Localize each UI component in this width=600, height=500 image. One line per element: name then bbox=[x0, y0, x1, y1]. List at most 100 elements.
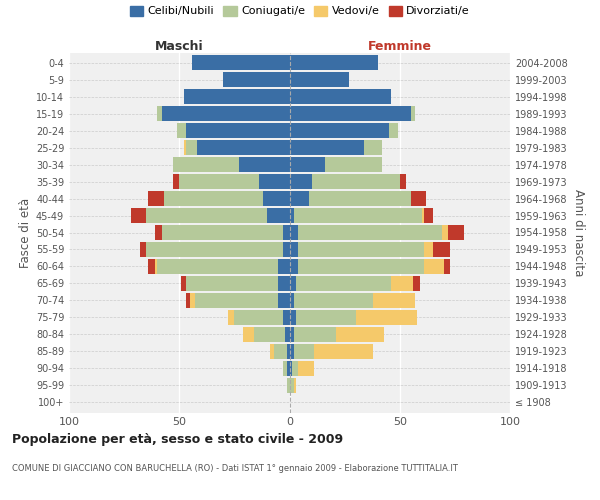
Bar bbox=[283, 310, 290, 324]
Bar bbox=[243, 327, 254, 342]
Bar bbox=[294, 378, 296, 392]
Bar bbox=[290, 293, 294, 308]
Text: Maschi: Maschi bbox=[155, 40, 203, 52]
Bar bbox=[283, 226, 290, 239]
Bar bbox=[193, 56, 290, 70]
Bar bbox=[146, 208, 268, 222]
Bar bbox=[298, 361, 314, 376]
Bar bbox=[263, 192, 290, 206]
Bar bbox=[278, 293, 290, 308]
Legend: Celibi/Nubili, Coniugati/e, Vedovi/e, Divorziati/e: Celibi/Nubili, Coniugati/e, Vedovi/e, Di… bbox=[130, 6, 470, 16]
Bar bbox=[239, 158, 290, 172]
Bar bbox=[186, 276, 278, 290]
Bar bbox=[235, 310, 283, 324]
Bar bbox=[140, 242, 146, 256]
Bar bbox=[290, 140, 364, 155]
Bar bbox=[294, 293, 373, 308]
Bar bbox=[283, 242, 290, 256]
Bar bbox=[448, 226, 464, 239]
Bar bbox=[173, 174, 179, 189]
Bar bbox=[364, 140, 382, 155]
Bar bbox=[422, 208, 424, 222]
Bar bbox=[155, 226, 161, 239]
Bar bbox=[290, 106, 411, 121]
Bar bbox=[287, 378, 290, 392]
Bar bbox=[290, 56, 378, 70]
Bar bbox=[411, 192, 426, 206]
Bar bbox=[294, 208, 422, 222]
Bar bbox=[290, 158, 325, 172]
Bar bbox=[186, 140, 197, 155]
Bar bbox=[287, 361, 290, 376]
Bar bbox=[310, 192, 411, 206]
Bar bbox=[290, 208, 294, 222]
Bar bbox=[296, 310, 356, 324]
Bar bbox=[296, 276, 391, 290]
Bar bbox=[164, 192, 263, 206]
Bar bbox=[290, 327, 294, 342]
Bar bbox=[146, 242, 283, 256]
Y-axis label: Anni di nascita: Anni di nascita bbox=[572, 189, 585, 276]
Bar bbox=[290, 259, 298, 274]
Bar bbox=[290, 378, 294, 392]
Bar bbox=[298, 259, 424, 274]
Bar bbox=[287, 344, 290, 358]
Bar bbox=[290, 72, 349, 87]
Bar bbox=[290, 276, 296, 290]
Bar bbox=[223, 72, 290, 87]
Bar bbox=[292, 361, 298, 376]
Bar bbox=[442, 226, 448, 239]
Bar bbox=[356, 310, 418, 324]
Bar bbox=[278, 259, 290, 274]
Bar bbox=[433, 242, 451, 256]
Bar bbox=[131, 208, 146, 222]
Bar bbox=[413, 276, 419, 290]
Bar bbox=[173, 158, 239, 172]
Bar bbox=[181, 276, 186, 290]
Bar bbox=[373, 293, 415, 308]
Bar bbox=[269, 344, 274, 358]
Bar bbox=[197, 140, 290, 155]
Bar bbox=[400, 174, 406, 189]
Bar bbox=[290, 192, 310, 206]
Bar bbox=[184, 90, 290, 104]
Bar bbox=[290, 226, 298, 239]
Bar bbox=[278, 276, 290, 290]
Bar bbox=[274, 344, 287, 358]
Bar bbox=[424, 208, 433, 222]
Bar bbox=[283, 361, 287, 376]
Bar bbox=[157, 106, 161, 121]
Bar bbox=[290, 174, 311, 189]
Bar bbox=[148, 259, 155, 274]
Bar bbox=[298, 226, 442, 239]
Bar bbox=[336, 327, 385, 342]
Y-axis label: Fasce di età: Fasce di età bbox=[19, 198, 32, 268]
Bar bbox=[298, 242, 424, 256]
Bar bbox=[391, 276, 413, 290]
Text: Femmine: Femmine bbox=[368, 40, 432, 52]
Bar bbox=[294, 344, 314, 358]
Bar bbox=[268, 208, 290, 222]
Bar bbox=[148, 192, 164, 206]
Bar bbox=[161, 226, 283, 239]
Bar bbox=[411, 106, 415, 121]
Bar bbox=[290, 90, 391, 104]
Text: COMUNE DI GIACCIANO CON BARUCHELLA (RO) - Dati ISTAT 1° gennaio 2009 - Elaborazi: COMUNE DI GIACCIANO CON BARUCHELLA (RO) … bbox=[12, 464, 458, 473]
Bar bbox=[290, 124, 389, 138]
Bar bbox=[424, 242, 433, 256]
Bar bbox=[179, 174, 259, 189]
Bar bbox=[424, 259, 444, 274]
Bar bbox=[314, 344, 373, 358]
Bar bbox=[184, 140, 186, 155]
Text: Popolazione per età, sesso e stato civile - 2009: Popolazione per età, sesso e stato civil… bbox=[12, 432, 343, 446]
Bar bbox=[157, 259, 278, 274]
Bar bbox=[259, 174, 290, 189]
Bar bbox=[228, 310, 235, 324]
Bar bbox=[294, 327, 336, 342]
Bar bbox=[254, 327, 285, 342]
Bar bbox=[290, 242, 298, 256]
Bar bbox=[194, 293, 278, 308]
Bar bbox=[155, 259, 157, 274]
Bar bbox=[186, 124, 290, 138]
Bar bbox=[177, 124, 186, 138]
